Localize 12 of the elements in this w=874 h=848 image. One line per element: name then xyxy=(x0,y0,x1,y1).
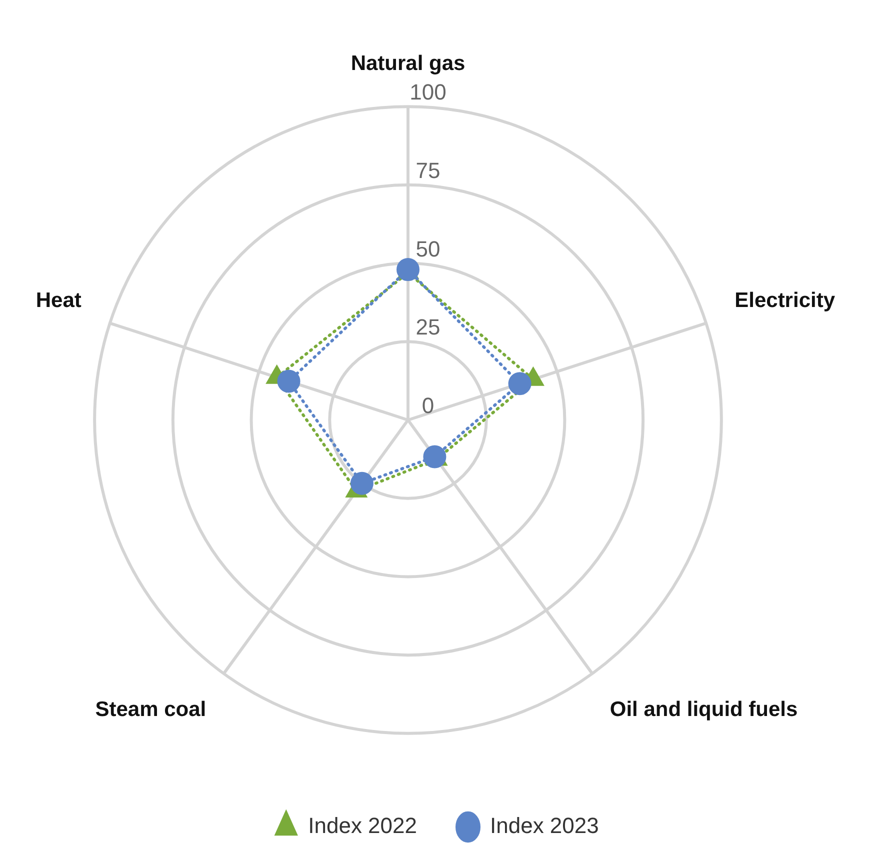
legend-label: Index 2023 xyxy=(490,813,599,838)
spoke-label: Oil and liquid fuels xyxy=(610,698,798,722)
spoke-label: Steam coal xyxy=(95,698,206,722)
y-tick-label: 100 xyxy=(410,80,446,105)
y-tick-label: 75 xyxy=(416,158,440,183)
y-tick-label: 25 xyxy=(416,314,440,340)
spoke-label: Electricity xyxy=(734,289,836,312)
y-tick-label: 50 xyxy=(416,236,440,262)
spoke-label: Natural gas xyxy=(350,52,466,75)
y-tick-label: 0 xyxy=(422,393,434,418)
spoke-label: Heat xyxy=(36,289,82,312)
legend-label: Index 2022 xyxy=(308,813,418,838)
